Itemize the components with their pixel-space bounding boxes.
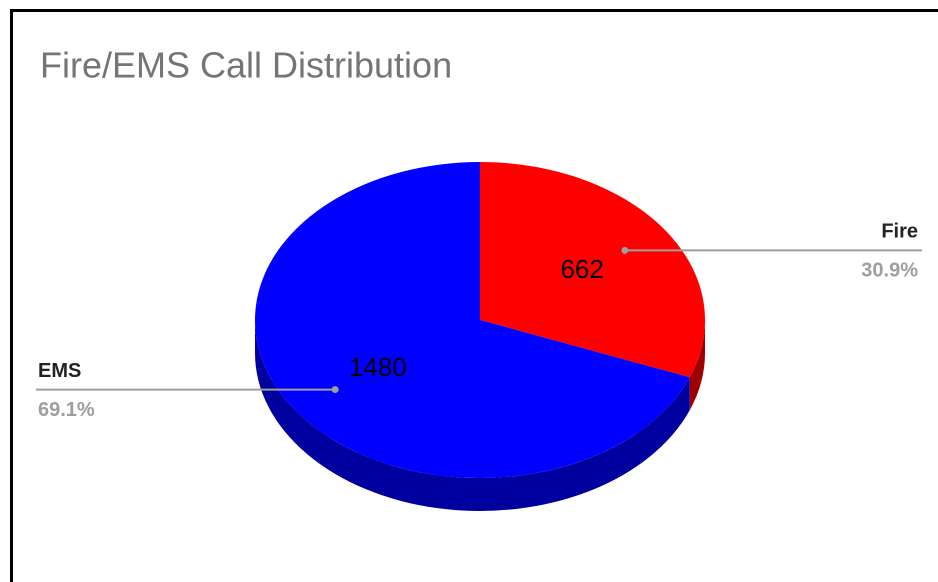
legend-label: Fire [881,221,918,243]
chart-title: Fire/EMS Call Distribution [40,45,452,86]
legend-label: EMS [38,360,81,382]
percent-label: 69.1% [38,399,95,421]
leader-dot [621,246,629,254]
value-label: 662 [560,254,603,284]
slice-side [689,320,705,411]
slice-side [255,320,690,512]
value-label: 1480 [349,352,407,382]
leader-dot [331,386,339,394]
slice [480,162,706,378]
slice [255,162,690,478]
percent-label: 30.9% [861,260,918,282]
